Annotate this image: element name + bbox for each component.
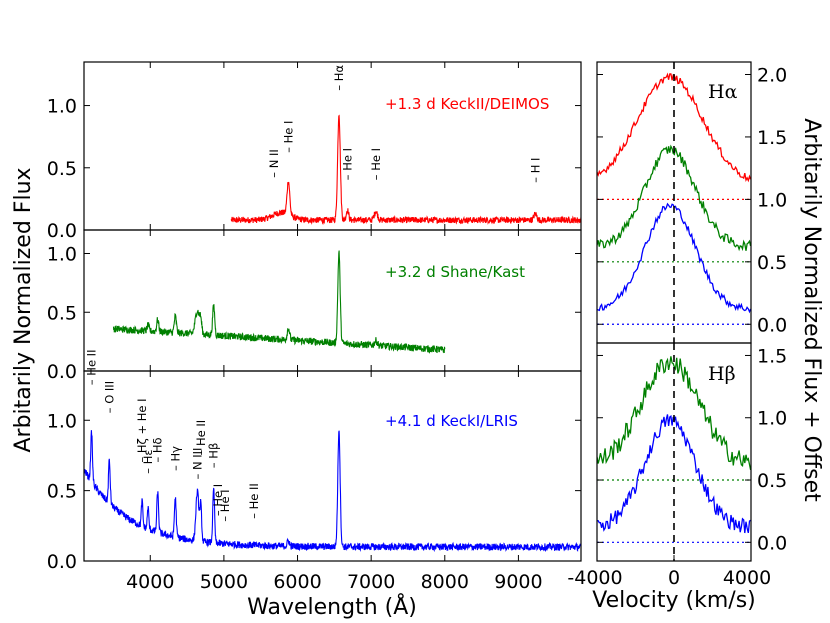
x-tick-label: 6000 [273,571,321,593]
y-tick-label: 0.5 [47,481,77,503]
y-tick-label: 0.0 [757,314,787,336]
x-tick-label: 7000 [347,571,395,593]
spectra-panel: – N II– He I– Hα– He I – He I – H I– He II… [11,61,582,620]
y-tick-label: 0.0 [757,532,787,554]
line-id: – Hε [141,449,155,473]
line-id-label: – Hα [332,65,346,91]
y-tick-label: 0.0 [47,551,77,573]
spectrum-label-kast: +3.2 d Shane/Kast [385,263,525,281]
y-tick-label: 1.0 [757,189,787,211]
y-tick-label: 0.5 [47,302,77,324]
x-tick-label: 0 [668,567,680,589]
y-tick-label: 0.5 [47,158,77,180]
line-id: – He I [218,489,232,521]
line-id: – He I [211,484,225,516]
line-id: – He I [340,148,354,180]
line-id: – O III [102,381,116,413]
line-id: – N II [267,149,281,177]
line-id: – Hβ [207,443,221,468]
halpha-panel-label: Hα [708,81,738,103]
spectra-frame-middle [83,229,582,372]
x-tick-label: 4000 [723,567,771,589]
x-tick-label: 5000 [200,571,248,593]
line-id-label: – Hε [141,449,155,473]
y-tick-label: 0.5 [757,252,787,274]
line-id-label: – Hδ [151,437,165,462]
spectra-y-axis-label: Arbitarily Normalized Flux [11,167,36,452]
spectrum-line-0 [230,114,581,225]
x-tick-label: 8000 [421,571,469,593]
y-tick-label: 2.0 [757,64,787,86]
velocity-y-axis-label: Arbitarily Normalized Flux + Offset [799,118,824,502]
line-id-label: – H I [528,158,542,183]
line-id-label: – N II [267,149,281,177]
line-id-label: – Hγ [168,446,182,471]
velocity-panel: 0.0 0.5 1.0 1.5 2.0 0.0 0.5 1.0 1.5 -4000 0 4000 H… [567,61,824,613]
x-tick-label: 9000 [494,571,542,593]
line-id: – H I [528,158,542,183]
y-tick-label: 0.0 [47,220,77,242]
velocity-x-axis-label: Velocity (km/s) [592,588,756,613]
line-id-label: – He I [281,121,295,153]
velocity-profile-1-0 [597,356,751,471]
y-tick-label: 1.0 [757,408,787,430]
spectra-frame-bottom [83,370,582,562]
line-id: – He I [369,148,383,180]
y-tick-label: 0.0 [47,361,77,383]
line-id: – Hα [332,65,346,91]
y-tick-label: 1.0 [47,410,77,432]
line-id: – He II [247,483,261,519]
line-id: – He II [194,420,208,456]
line-id: – Hδ [151,437,165,462]
y-tick-label: 1.5 [757,345,787,367]
line-id-label: – Hβ [207,443,221,468]
hbeta-panel-label: Hβ [708,363,736,385]
y-tick-label: 1.0 [47,244,77,266]
line-id-label: – He I [340,148,354,180]
line-id-label: – He I [369,148,383,180]
spectrum-line-1 [112,250,446,354]
y-tick-label: 1.0 [47,96,77,118]
line-id: – He II [85,350,99,386]
line-id-label: – N III [190,448,204,480]
line-id-label: – He II [85,350,99,386]
x-tick-label: -4000 [567,567,622,589]
y-tick-label: 0.5 [757,470,787,492]
line-id-label: – He I [218,489,232,521]
spectrum-label-deimos: +1.3 d KeckII/DEIMOS [385,95,549,113]
line-id-label: – He II [247,483,261,519]
line-id-label: – O III [102,381,116,413]
x-tick-label: 4000 [126,571,174,593]
spectra-x-axis-label: Wavelength (Å) [247,593,417,620]
line-id-label: – He I [211,484,225,516]
line-id: – Hζ + He I [135,398,149,462]
velocity-profile-0-1 [597,144,751,252]
spectrum-label-lris: +4.1 d KeckI/LRIS [385,412,518,430]
spectrum-line-2 [84,430,581,553]
line-id: – N III [190,448,204,480]
line-id-label: – Hζ + He I [135,398,149,462]
line-id: – Hγ [168,446,182,471]
line-id-label: – He II [194,420,208,456]
y-tick-label: 1.5 [757,127,787,149]
line-id: – He I [281,121,295,153]
